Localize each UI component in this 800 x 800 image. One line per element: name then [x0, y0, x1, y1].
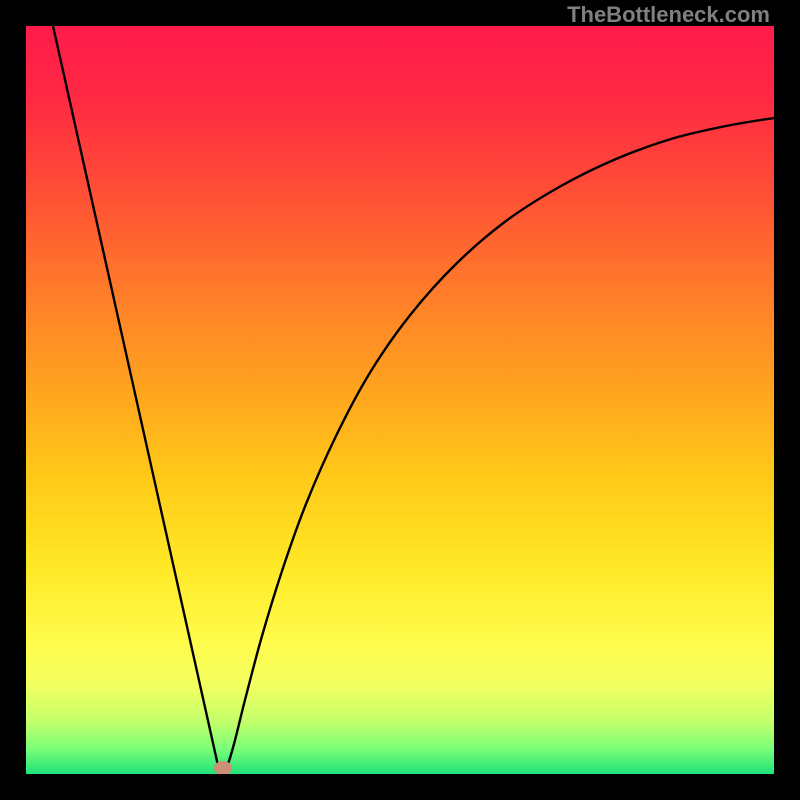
watermark-text: TheBottleneck.com [567, 2, 770, 28]
plot-area [26, 26, 774, 774]
bottleneck-curve [26, 26, 774, 774]
